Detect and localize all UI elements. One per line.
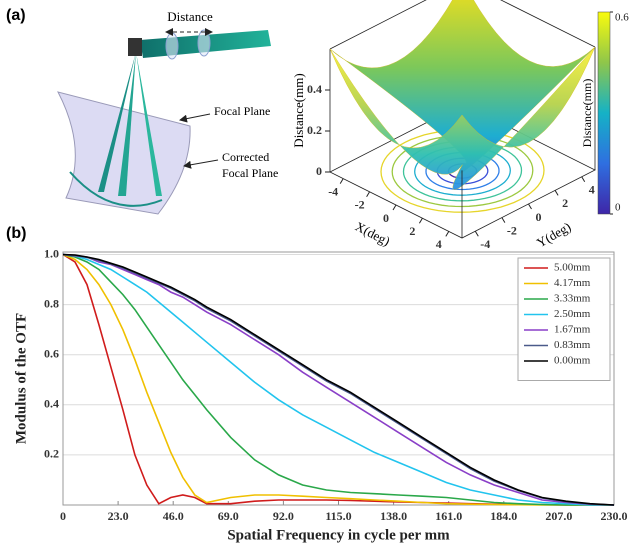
y-tick bbox=[501, 217, 506, 223]
x-tick-label: 115.0 bbox=[325, 509, 351, 523]
corrected-label: Corrected bbox=[222, 150, 269, 164]
x-tick bbox=[392, 204, 397, 211]
y-tick-label: -4 bbox=[480, 237, 490, 251]
y-tick-label: 0 bbox=[536, 210, 542, 224]
line-series bbox=[62, 253, 615, 506]
distance-label: Distance bbox=[167, 9, 213, 24]
x-tick-label: 161.0 bbox=[435, 509, 462, 523]
panel-label: (a) bbox=[6, 7, 26, 24]
colorbar-title: Distance(mm) bbox=[580, 79, 594, 148]
y-tick bbox=[554, 190, 559, 196]
legend-label: 1.67mm bbox=[554, 324, 591, 336]
y-tick bbox=[474, 230, 479, 237]
x-tick bbox=[339, 178, 344, 184]
x-tick-label: 0 bbox=[383, 211, 389, 225]
line-series bbox=[62, 253, 614, 506]
beam bbox=[98, 52, 136, 192]
legend-label: 5.00mm bbox=[554, 262, 591, 274]
focal-plane-label: Focal Plane bbox=[214, 104, 270, 118]
line-series bbox=[62, 253, 614, 506]
beam bbox=[118, 52, 136, 196]
x-tick-label: 92.0 bbox=[273, 509, 294, 523]
colorbar-tick-label: 0.6 bbox=[615, 12, 629, 24]
x-axis-title: Spatial Frequency in cycle per mm bbox=[227, 527, 450, 543]
plot-frame bbox=[62, 251, 615, 506]
y-tick-label: 2 bbox=[562, 196, 568, 210]
lens bbox=[165, 32, 179, 60]
y-tick-label: 4 bbox=[589, 183, 595, 197]
beam bbox=[136, 52, 162, 196]
y-tick-label: 0.4 bbox=[44, 397, 59, 411]
x-tick-label: -2 bbox=[355, 198, 365, 212]
legend-label: 0.83mm bbox=[554, 339, 591, 351]
z-tick-label: 0.2 bbox=[307, 123, 322, 137]
y-axis-title: Modulus of the OTF bbox=[13, 313, 29, 444]
x-tick-label: -4 bbox=[328, 184, 338, 198]
y-tick-label: 1.0 bbox=[44, 246, 59, 260]
contour bbox=[380, 129, 545, 213]
mtf-chart: 0.2 0.4 0.6 0.8 1.0 0 23.0 46.0 69.0 92.0 115.0 138… bbox=[13, 246, 627, 543]
y-tick-label: -2 bbox=[507, 223, 517, 237]
legend-label: 2.50mm bbox=[554, 308, 591, 320]
panel-label: (b) bbox=[6, 225, 26, 242]
x-tick-label: 184.0 bbox=[490, 509, 517, 523]
x-tick-label: 230.0 bbox=[601, 509, 628, 523]
x-tick-label: 23.0 bbox=[108, 509, 129, 523]
y-tick bbox=[581, 176, 586, 183]
box-edge bbox=[329, 0, 596, 50]
x-tick-label: 46.0 bbox=[163, 509, 184, 523]
sensor bbox=[128, 38, 142, 56]
x-tick bbox=[445, 231, 450, 237]
colorbar bbox=[597, 11, 611, 215]
legend-box bbox=[517, 257, 611, 381]
lens bbox=[197, 29, 211, 57]
y-tick bbox=[528, 203, 532, 210]
legend-label: 0.00mm bbox=[554, 355, 591, 367]
line-series bbox=[62, 253, 615, 506]
contour bbox=[391, 134, 534, 208]
z-tick-label: 0 bbox=[316, 164, 322, 178]
line-series bbox=[62, 253, 615, 506]
legend-label: 4.17mm bbox=[554, 277, 591, 289]
z-tick-label: 0.4 bbox=[307, 82, 322, 96]
x-tick-label: 138.0 bbox=[380, 509, 407, 523]
colorbar-tick-label: 0 bbox=[615, 202, 621, 214]
legend-label: 3.33mm bbox=[554, 293, 591, 305]
x-tick-label: 0 bbox=[60, 509, 66, 523]
x-tick-label: 207.0 bbox=[545, 509, 572, 523]
x-tick-label: 4 bbox=[436, 237, 442, 251]
x-tick bbox=[366, 191, 371, 198]
optical-diagram: Distance Focal Plane Corrected Focal Pla… bbox=[57, 9, 278, 215]
corrected-label: Focal Plane bbox=[222, 166, 278, 180]
arrow bbox=[183, 159, 219, 169]
x-tick-label: 2 bbox=[409, 224, 415, 238]
corrected-curve bbox=[69, 171, 163, 207]
line-series bbox=[62, 253, 614, 506]
arrow bbox=[179, 113, 211, 123]
z-axis-title: Distance(mm) bbox=[291, 73, 306, 147]
y-tick-label: 0.8 bbox=[44, 296, 59, 310]
y-tick-label: 0.6 bbox=[44, 346, 59, 360]
x-tick bbox=[418, 217, 423, 224]
y-tick-label: 0.2 bbox=[44, 447, 59, 461]
x-tick-label: 69.0 bbox=[218, 509, 239, 523]
surface-front bbox=[329, 46, 596, 190]
